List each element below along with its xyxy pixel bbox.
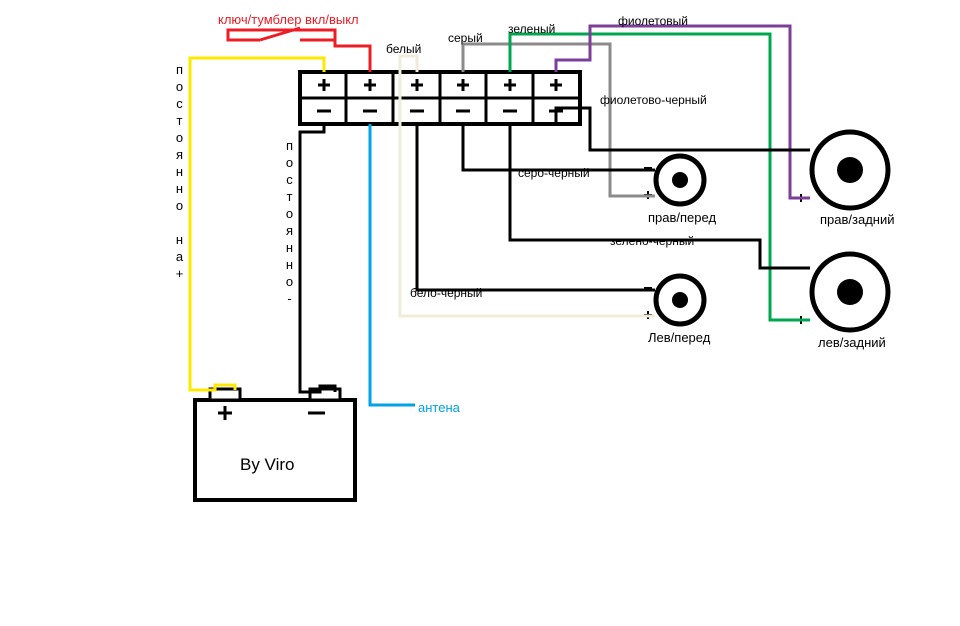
label-const-plus: постоянно на+	[172, 62, 187, 283]
label-grey-black: серо-черный	[518, 166, 590, 180]
label-violet: фиолетовый	[618, 14, 688, 28]
label-white-black: бело-черный	[410, 286, 482, 300]
terminal-block	[300, 72, 580, 124]
wiring-diagram	[0, 0, 960, 626]
speaker-rear-right	[797, 132, 888, 208]
label-violet-black: фиолетово-черный	[600, 93, 707, 107]
label-green: зеленый	[508, 22, 555, 36]
wire-grey-black	[463, 124, 655, 170]
speaker-rear-left	[797, 254, 888, 330]
label-front-right: прав/перед	[648, 210, 716, 225]
wire-red-switch	[228, 28, 370, 72]
label-battery: By Viro	[240, 455, 295, 475]
label-switch: ключ/тумблер вкл/выкл	[218, 12, 359, 27]
label-const-minus: постоянно-	[282, 138, 297, 308]
label-white: белый	[386, 42, 421, 56]
label-rear-left: лев/задний	[818, 335, 886, 350]
wire-black-minus	[300, 124, 335, 392]
label-grey: серый	[448, 31, 483, 45]
battery	[195, 389, 355, 500]
label-rear-right: прав/задний	[820, 212, 895, 227]
wire-violet-black	[556, 108, 810, 150]
wire-blue-antenna	[370, 124, 415, 405]
label-antenna: антена	[418, 400, 460, 415]
label-green-black: зелено-черный	[610, 234, 694, 248]
label-front-left: Лев/перед	[648, 330, 710, 345]
